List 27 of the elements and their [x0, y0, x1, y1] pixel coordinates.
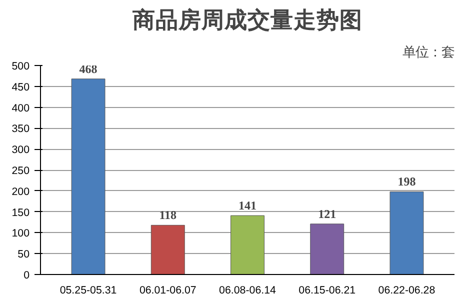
bar	[390, 191, 424, 274]
x-tick-label: 06.08-06.14	[219, 284, 276, 296]
y-tick-label: 200	[12, 186, 30, 198]
y-tick-label: 100	[12, 228, 30, 240]
y-tick-label: 350	[12, 123, 30, 136]
data-label: 121	[318, 206, 336, 221]
data-label: 141	[238, 198, 256, 213]
y-tick-label: 50	[18, 248, 30, 261]
y-tick-label: 250	[12, 165, 30, 177]
y-tick-label: 450	[12, 81, 30, 94]
text: 单位：套	[402, 46, 454, 60]
x-tick-label: 06.15-06.21	[298, 284, 356, 296]
chart-title: 商品房周成交量走势图	[132, 6, 362, 34]
y-tick-label: 150	[12, 206, 30, 219]
y-tick-label: 0	[24, 270, 30, 282]
data-label: 118	[159, 208, 177, 222]
y-tick-label: 300	[12, 144, 30, 156]
bar	[71, 78, 106, 274]
bar	[150, 224, 185, 274]
bar	[310, 224, 344, 274]
y-tick-label: 500	[12, 60, 30, 72]
x-tick-label: 06.01-06.07	[139, 284, 196, 296]
data-label: 198	[398, 174, 416, 189]
x-tick-label: 05.25-05.31	[60, 284, 117, 296]
x-tick-label: 06.22-06.28	[378, 284, 436, 296]
y-tick-label: 400	[12, 102, 30, 114]
bar	[230, 215, 264, 274]
